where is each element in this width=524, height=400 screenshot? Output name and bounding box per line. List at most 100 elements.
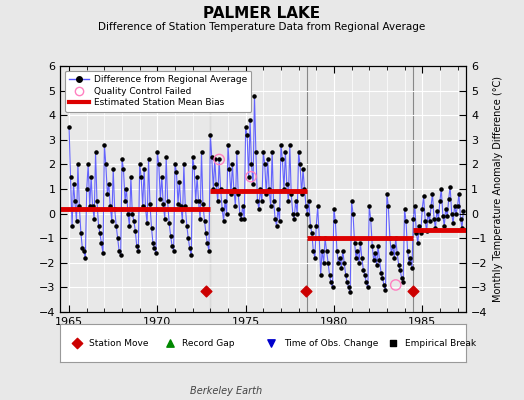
Point <box>375 257 384 264</box>
Point <box>138 203 147 210</box>
Point <box>114 235 122 241</box>
Point <box>236 210 244 217</box>
Point <box>430 215 438 222</box>
Point <box>227 191 235 197</box>
Point <box>205 247 213 254</box>
Point <box>281 149 290 155</box>
Point <box>388 242 397 249</box>
Point <box>290 215 298 222</box>
Point <box>71 198 79 204</box>
Point <box>202 230 210 236</box>
Point <box>452 210 460 217</box>
Point <box>309 247 318 254</box>
Point <box>324 260 332 266</box>
Point <box>276 218 284 224</box>
Point <box>65 124 73 131</box>
Point <box>185 245 194 251</box>
Point <box>221 198 229 204</box>
Point <box>255 206 263 212</box>
Point <box>308 230 316 236</box>
Point <box>435 198 444 204</box>
Point <box>318 247 326 254</box>
Point <box>291 198 300 204</box>
Text: Time of Obs. Change: Time of Obs. Change <box>283 338 378 348</box>
Point <box>228 161 237 168</box>
Point <box>334 260 343 266</box>
Point <box>409 288 418 294</box>
Point <box>158 174 166 180</box>
Point <box>140 166 148 172</box>
Point <box>115 247 123 254</box>
Point <box>447 210 456 217</box>
Point <box>238 203 247 210</box>
Point <box>300 186 309 192</box>
Point <box>78 245 86 251</box>
Point <box>353 247 362 254</box>
Point <box>431 225 440 232</box>
Point <box>125 223 134 229</box>
Point <box>243 132 252 138</box>
Point <box>428 191 436 197</box>
Point <box>127 174 135 180</box>
Point <box>87 174 95 180</box>
Point <box>121 198 129 204</box>
Point <box>162 154 170 160</box>
Point <box>335 255 344 261</box>
Point <box>419 193 428 200</box>
Point <box>160 215 169 222</box>
Point <box>72 218 81 224</box>
Point <box>199 200 207 207</box>
Point <box>109 166 117 172</box>
Point <box>200 218 209 224</box>
Point <box>299 166 307 172</box>
Point <box>190 164 198 170</box>
Point <box>262 191 270 197</box>
Point <box>368 242 376 249</box>
Point <box>409 215 418 222</box>
Point <box>356 240 365 246</box>
Point <box>137 174 145 180</box>
Point <box>377 270 385 276</box>
Point <box>187 252 195 259</box>
Point <box>163 198 172 204</box>
Point <box>89 203 97 210</box>
Point <box>302 203 310 210</box>
Point <box>77 230 85 236</box>
Point <box>131 228 139 234</box>
Point <box>177 203 185 210</box>
Point <box>141 206 150 212</box>
Point <box>437 186 445 192</box>
Point <box>155 161 163 168</box>
Point <box>149 240 157 246</box>
Point <box>175 178 183 185</box>
Point <box>68 223 77 229</box>
Point <box>403 247 412 254</box>
Point <box>412 230 421 236</box>
Point <box>233 149 241 155</box>
Point <box>440 223 449 229</box>
Point <box>134 247 143 254</box>
Point <box>286 142 294 148</box>
Point <box>337 264 345 271</box>
Point <box>449 220 457 227</box>
Point <box>381 287 390 293</box>
Point <box>93 198 101 204</box>
Point <box>393 250 401 256</box>
Point <box>355 260 363 266</box>
Point <box>387 250 396 256</box>
Point <box>418 206 427 212</box>
Point <box>172 168 181 175</box>
Point <box>122 186 130 192</box>
Point <box>340 260 348 266</box>
Point <box>400 206 409 212</box>
Point <box>184 235 192 241</box>
Point <box>311 255 319 261</box>
Point <box>218 206 226 212</box>
Point <box>446 183 454 190</box>
Point <box>250 92 259 99</box>
Point <box>374 242 383 249</box>
Point <box>242 124 250 131</box>
Point <box>380 282 388 288</box>
Point <box>181 203 190 210</box>
Point <box>252 149 260 155</box>
